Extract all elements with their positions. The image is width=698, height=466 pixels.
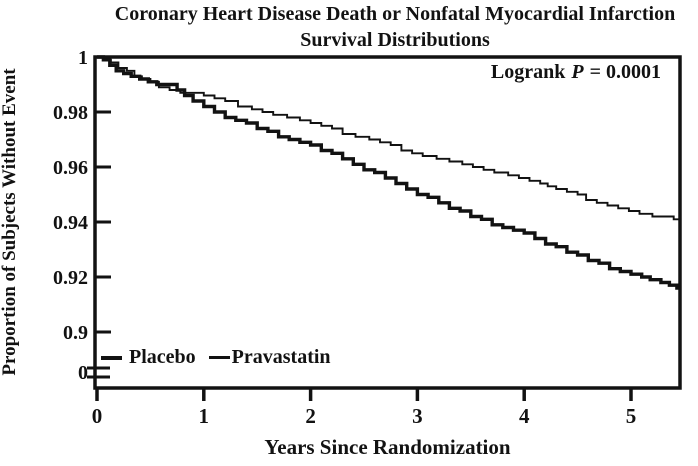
placebo-line-sample-icon <box>101 355 122 360</box>
y-tick-label: 0 <box>78 362 88 384</box>
x-tick-label: 1 <box>199 404 210 428</box>
x-tick-label: 2 <box>305 404 316 428</box>
y-tick-label: 0.96 <box>53 157 88 179</box>
legend: Placebo Pravastatin <box>101 346 331 369</box>
legend-label-pravastatin: Pravastatin <box>231 346 331 368</box>
chart-title-line1: Coronary Heart Disease Death or Nonfatal… <box>114 3 676 25</box>
chart-title-line2: Survival Distributions <box>300 29 490 51</box>
y-tick-label: 0.9 <box>63 322 88 344</box>
series-pravastatin <box>97 56 682 221</box>
legend-label-placebo: Placebo <box>129 346 196 368</box>
chart-title: Coronary Heart Disease Death or Nonfatal… <box>92 1 698 53</box>
y-tick-label: 1 <box>78 47 88 69</box>
x-tick-label: 0 <box>92 404 103 428</box>
logrank-annotation: Logrank P = 0.0001 <box>491 61 661 84</box>
logrank-p-symbol: P <box>571 61 584 83</box>
x-tick-label: 5 <box>626 404 637 428</box>
x-tick-label: 3 <box>412 404 423 428</box>
series-placebo <box>97 55 682 290</box>
logrank-text: Logrank <box>490 61 566 83</box>
x-axis-label: Years Since Randomization <box>264 435 511 459</box>
x-tick-label: 4 <box>519 404 530 428</box>
plot-frame <box>93 55 682 390</box>
y-axis-ticks: 1 0.98 0.96 0.94 0.92 0.9 0 <box>53 47 111 384</box>
y-tick-label: 0.94 <box>53 212 88 234</box>
pravastatin-line-sample-icon <box>208 356 230 359</box>
x-axis-ticks: 0 1 2 3 4 5 <box>92 388 637 428</box>
y-tick-label: 0.92 <box>53 267 88 289</box>
y-tick-label: 0.98 <box>53 102 88 124</box>
logrank-value: = 0.0001 <box>589 61 661 83</box>
